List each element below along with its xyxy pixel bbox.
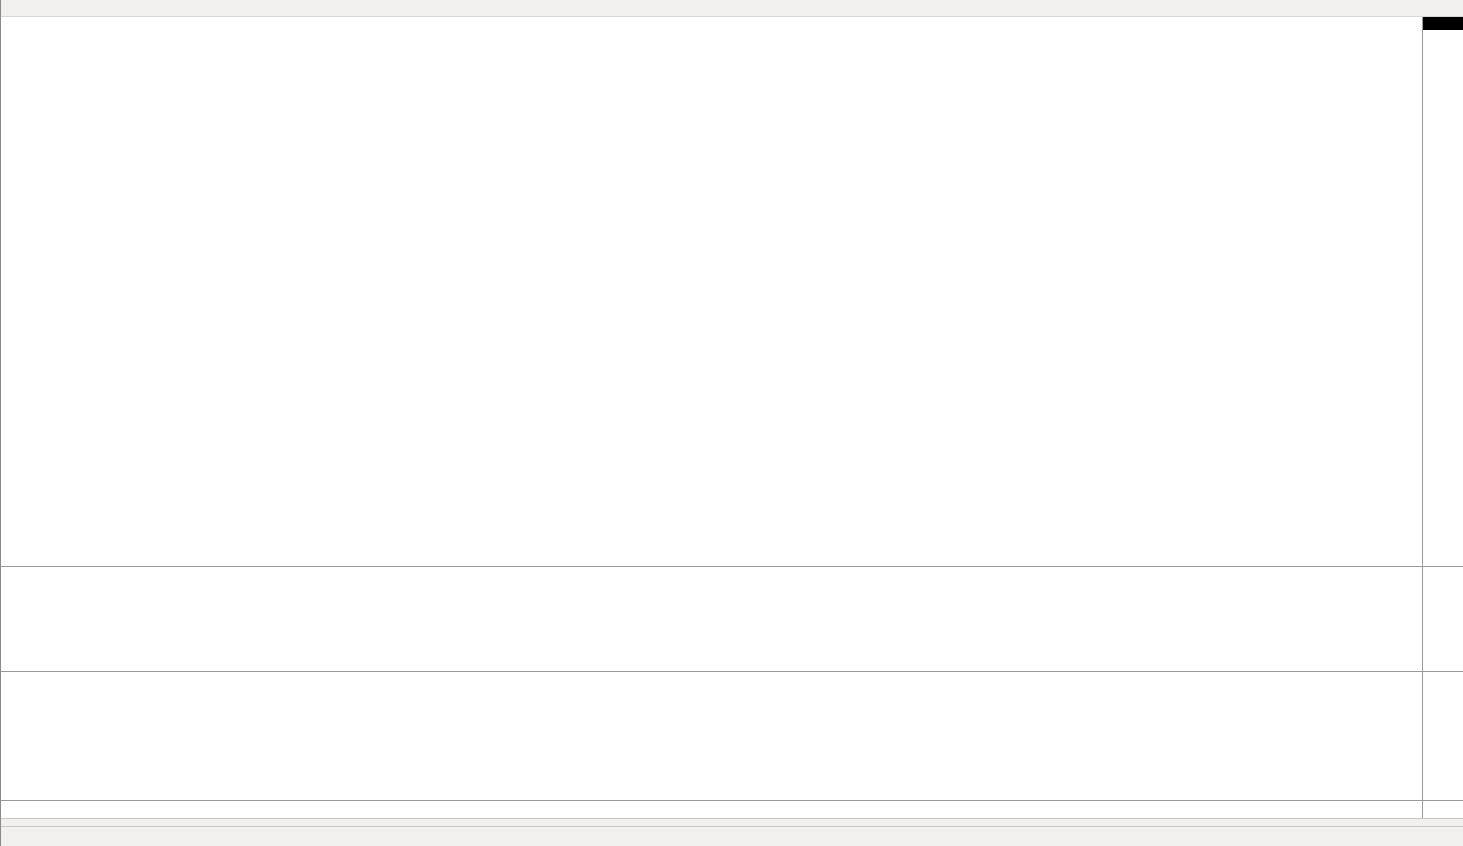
tab-scroll-left-button[interactable]	[1442, 835, 1448, 839]
macd-axis[interactable]	[1423, 567, 1463, 671]
tab-scroll-controls	[1442, 827, 1463, 846]
price-axis[interactable]	[1423, 17, 1463, 566]
timeframe-toolbar	[1, 0, 1463, 17]
rsi-indicator-panel	[1, 672, 1463, 800]
main-chart-panel	[1, 17, 1463, 566]
current-price-tag	[1423, 17, 1463, 30]
tab-scroll-right-button[interactable]	[1452, 835, 1458, 839]
axis-divider	[1422, 17, 1423, 818]
macd-label	[6, 570, 27, 582]
chart-scroll-strip[interactable]	[1, 818, 1463, 826]
macd-indicator-panel	[1, 567, 1463, 671]
candlestick-chart-canvas[interactable]	[1, 17, 1422, 566]
panel-splitter[interactable]	[1, 671, 1463, 672]
rsi-chart-canvas[interactable]	[1, 672, 1422, 800]
macd-chart-canvas[interactable]	[1, 567, 1422, 671]
chart-tab-bar	[1, 826, 1463, 846]
panel-splitter[interactable]	[1, 800, 1463, 801]
time-axis[interactable]	[1, 801, 1463, 818]
panel-splitter[interactable]	[1, 566, 1463, 567]
chart-title	[8, 29, 44, 41]
chart-tabs	[1, 827, 3, 846]
rsi-axis[interactable]	[1423, 672, 1463, 800]
rsi-label	[6, 675, 20, 687]
